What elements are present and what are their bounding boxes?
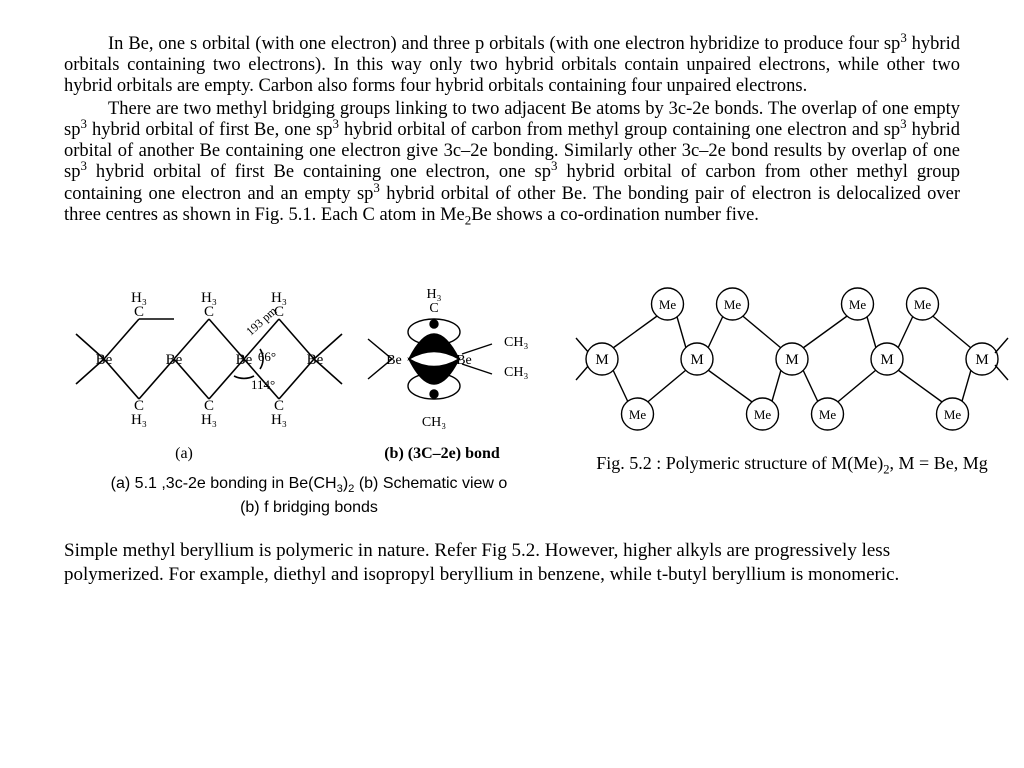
svg-text:Me: Me [944,407,962,422]
svg-text:H₃: H₃ [427,287,442,302]
svg-text:M: M [880,352,893,368]
svg-text:H₃: H₃ [201,412,217,428]
svg-text:CH₃: CH₃ [504,365,528,380]
svg-text:C: C [134,304,144,320]
svg-text:Me: Me [819,407,837,422]
be-label: Be [96,352,113,368]
svg-text:Be: Be [307,352,324,368]
angle-114: 114° [251,377,275,392]
svg-text:Me: Me [849,297,867,312]
paragraph-2: There are two methyl bridging groups lin… [64,99,960,225]
svg-text:Be: Be [166,352,183,368]
fig51-caption-b: (b) f bridging bonds [64,499,554,517]
svg-text:C: C [204,304,214,320]
svg-text:Be: Be [236,352,253,368]
svg-text:CH₃: CH₃ [504,335,528,350]
paragraph-1: In Be, one s orbital (with one electron)… [64,34,960,97]
figure-5-2: M M M M M Me Me Me Me Me Me Me Me Fig. 5.2 : Polymer… [572,254,1012,474]
svg-text:M: M [975,352,988,368]
svg-text:Me: Me [659,297,677,312]
svg-text:M: M [595,352,608,368]
fig-5-2-svg: M M M M M Me Me Me Me Me Me Me Me [572,254,1012,444]
svg-text:M: M [690,352,703,368]
svg-text:Me: Me [754,407,772,422]
svg-text:Me: Me [724,297,742,312]
figure-5-1: Be Be Be Be H₃ C H₃ C H₃ C C H₃ C H₃ C H… [64,254,554,517]
part-b-label: (b) (3C–2e) bond [384,445,500,462]
fig-5-1-svg: Be Be Be Be H₃ C H₃ C H₃ C C H₃ C H₃ C H… [64,254,554,464]
fig52-caption: Fig. 5.2 : Polymeric structure of M(Me)2… [572,453,1012,474]
svg-text:CH₃: CH₃ [422,415,446,430]
paragraph-3: Simple methyl beryllium is polymeric in … [64,539,960,587]
svg-text:Be: Be [386,353,402,368]
part-a-label: (a) [175,445,193,462]
bond-length: 193 pm [243,303,280,338]
svg-text:Me: Me [914,297,932,312]
angle-66: 66° [258,349,276,364]
svg-text:Me: Me [629,407,647,422]
svg-text:H₃: H₃ [131,412,147,428]
svg-text:Be: Be [456,353,472,368]
svg-text:C: C [429,301,438,316]
svg-text:H₃: H₃ [271,412,287,428]
fig51-caption-a: (a) 5.1 ,3c-2e bonding in Be(CH3)2 (b) S… [64,475,554,493]
svg-text:M: M [785,352,798,368]
